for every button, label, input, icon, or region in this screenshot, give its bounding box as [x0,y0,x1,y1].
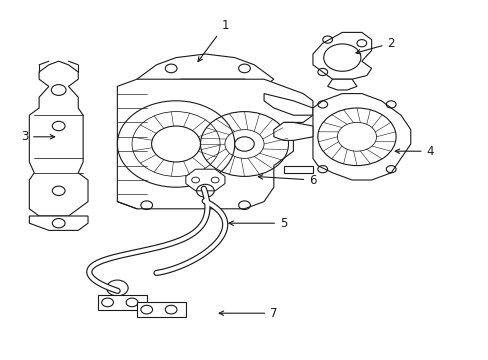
Polygon shape [29,216,88,230]
Text: 6: 6 [258,174,316,186]
Polygon shape [137,54,273,86]
Circle shape [234,137,254,151]
Text: 2: 2 [355,37,394,54]
Polygon shape [283,166,312,173]
Polygon shape [137,302,185,317]
Polygon shape [117,79,312,209]
Polygon shape [185,169,224,191]
Text: 4: 4 [394,145,433,158]
Text: 1: 1 [198,19,228,62]
Text: 5: 5 [228,217,287,230]
Polygon shape [273,122,312,140]
Text: 3: 3 [20,130,55,143]
Polygon shape [98,295,146,310]
Polygon shape [327,79,356,90]
Polygon shape [312,94,410,180]
Polygon shape [264,94,312,115]
Polygon shape [312,32,371,79]
Polygon shape [29,61,88,216]
Text: 7: 7 [219,307,277,320]
